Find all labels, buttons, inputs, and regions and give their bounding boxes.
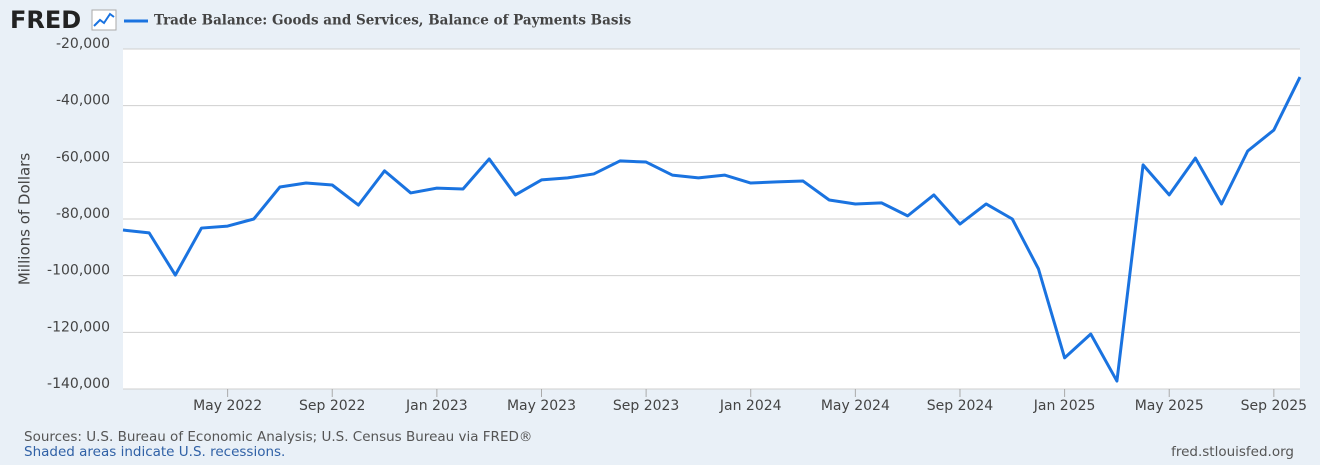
sources: Sources: U.S. Bureau of Economic Analysi… bbox=[24, 429, 532, 445]
x-tick-label: Jan 2025 bbox=[1033, 398, 1096, 414]
y-tick-label: -100,000 bbox=[47, 263, 110, 279]
x-tick-label: Sep 2022 bbox=[299, 398, 365, 414]
x-tick-label: Sep 2024 bbox=[927, 398, 994, 414]
y-tick-label: -60,000 bbox=[56, 149, 110, 165]
recession-note: Shaded areas indicate U.S. recessions. bbox=[24, 444, 285, 460]
x-tick-label: May 2022 bbox=[193, 398, 262, 414]
x-tick-label: May 2025 bbox=[1135, 398, 1204, 414]
legend-label: Trade Balance: Goods and Services, Balan… bbox=[154, 13, 632, 29]
x-tick-label: Jan 2024 bbox=[719, 398, 782, 414]
y-tick-label: -20,000 bbox=[56, 36, 110, 52]
y-axis-label: Millions of Dollars bbox=[16, 153, 34, 286]
y-tick-label: -80,000 bbox=[56, 206, 110, 222]
x-tick-label: May 2023 bbox=[507, 398, 576, 414]
site: fred.stlouisfed.org bbox=[1171, 444, 1294, 460]
x-tick-label: Sep 2025 bbox=[1241, 398, 1307, 414]
logo: FRED bbox=[10, 6, 81, 34]
y-tick-label: -40,000 bbox=[56, 93, 110, 109]
x-tick-label: Jan 2023 bbox=[405, 398, 468, 414]
line-series bbox=[122, 76, 1302, 383]
logo-icon bbox=[91, 9, 117, 31]
x-tick-label: Sep 2023 bbox=[613, 398, 679, 414]
x-tick-label: May 2024 bbox=[821, 398, 890, 414]
y-tick-label: -140,000 bbox=[47, 376, 110, 392]
y-tick-label: -120,000 bbox=[47, 319, 110, 335]
